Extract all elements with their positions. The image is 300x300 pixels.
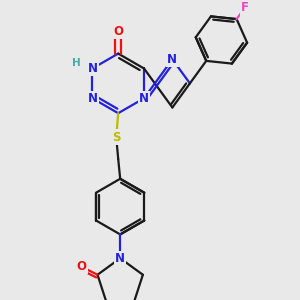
Text: N: N: [87, 92, 98, 105]
Text: F: F: [241, 1, 249, 14]
Text: N: N: [167, 53, 177, 66]
Text: S: S: [112, 130, 121, 143]
Text: O: O: [76, 260, 87, 273]
Text: O: O: [113, 25, 123, 38]
Text: N: N: [139, 92, 149, 105]
Text: H: H: [72, 58, 81, 68]
Text: N: N: [87, 62, 98, 75]
Text: N: N: [115, 252, 125, 265]
